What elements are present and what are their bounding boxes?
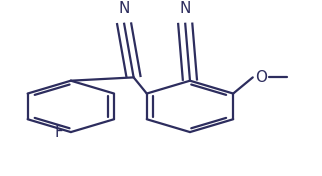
Text: O: O: [255, 70, 267, 85]
Text: F: F: [54, 125, 63, 140]
Text: N: N: [179, 1, 191, 16]
Text: N: N: [118, 1, 130, 16]
